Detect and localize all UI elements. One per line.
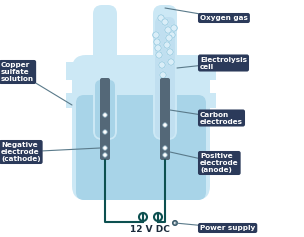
Circle shape [169, 32, 175, 38]
Circle shape [156, 52, 162, 58]
Bar [206, 93, 216, 108]
Circle shape [171, 25, 177, 31]
Circle shape [163, 146, 167, 150]
Circle shape [162, 19, 168, 25]
Circle shape [163, 153, 167, 157]
Text: Copper
sulfate
solution: Copper sulfate solution [1, 62, 72, 105]
Circle shape [154, 39, 160, 45]
FancyBboxPatch shape [155, 17, 175, 138]
Text: Oxygen gas: Oxygen gas [165, 8, 248, 21]
Circle shape [158, 15, 164, 21]
FancyBboxPatch shape [100, 78, 110, 160]
Text: Power supply: Power supply [175, 223, 255, 231]
FancyBboxPatch shape [76, 95, 206, 200]
Circle shape [159, 62, 165, 68]
Text: Positive
electrode
(anode): Positive electrode (anode) [170, 152, 239, 173]
Bar [206, 62, 216, 80]
Circle shape [153, 32, 159, 38]
Circle shape [103, 153, 107, 157]
Circle shape [166, 35, 172, 41]
Circle shape [168, 59, 174, 65]
FancyBboxPatch shape [153, 5, 177, 140]
Text: Negative
electrode
(cathode): Negative electrode (cathode) [1, 142, 100, 162]
Circle shape [167, 49, 173, 55]
Circle shape [163, 123, 167, 127]
Text: Carbon
electrodes: Carbon electrodes [170, 110, 243, 124]
FancyBboxPatch shape [95, 80, 115, 138]
Circle shape [103, 130, 107, 134]
Bar [66, 93, 76, 108]
Circle shape [103, 146, 107, 150]
Circle shape [160, 72, 166, 78]
Text: 12 V DC: 12 V DC [130, 225, 170, 234]
FancyBboxPatch shape [160, 78, 170, 160]
FancyBboxPatch shape [93, 5, 117, 140]
Text: Electrolysis
cell: Electrolysis cell [177, 56, 247, 69]
FancyBboxPatch shape [72, 55, 210, 200]
Circle shape [165, 27, 171, 33]
Circle shape [103, 113, 107, 117]
Circle shape [155, 45, 161, 51]
Circle shape [164, 42, 170, 48]
Bar [66, 62, 76, 80]
